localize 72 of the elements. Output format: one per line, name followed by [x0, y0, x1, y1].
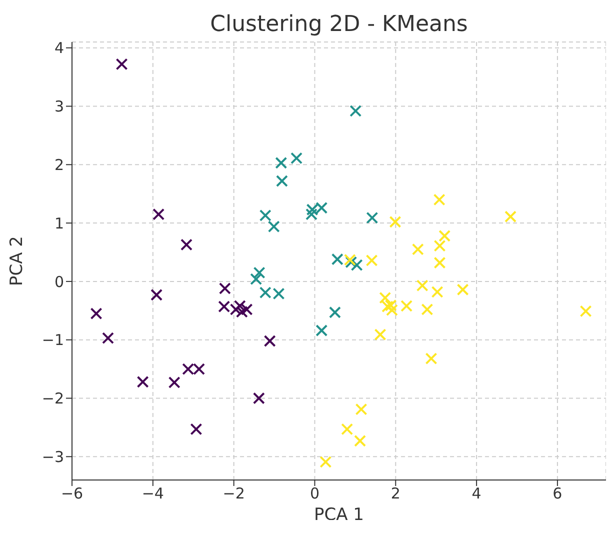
point: [180, 238, 192, 251]
point: [434, 240, 446, 252]
y-tick-label: 4: [54, 39, 64, 58]
x-tick-label: 6: [552, 484, 562, 503]
point: [328, 306, 341, 318]
point: [136, 376, 149, 388]
y-tick-label: −1: [42, 331, 64, 350]
point: [425, 352, 438, 365]
point: [234, 300, 246, 312]
point: [504, 210, 517, 223]
point: [276, 174, 288, 187]
point: [416, 280, 428, 292]
point: [331, 253, 344, 266]
point: [456, 284, 469, 296]
point: [580, 305, 592, 318]
point: [236, 306, 248, 318]
y-tick-label: 2: [54, 156, 64, 174]
point: [218, 282, 231, 294]
x-tick-label: 2: [390, 484, 400, 503]
y-tick-label: 0: [54, 272, 64, 291]
point: [168, 376, 180, 388]
point: [350, 104, 362, 117]
point: [345, 256, 358, 268]
point: [354, 434, 366, 447]
point: [102, 332, 114, 344]
point: [386, 304, 398, 316]
point: [290, 152, 303, 164]
point: [152, 208, 165, 220]
point: [366, 212, 378, 224]
x-tick-label: −2: [222, 484, 245, 503]
point: [316, 324, 328, 336]
x-tick-label: 0: [310, 484, 320, 503]
y-tick-label: −2: [42, 390, 64, 408]
point: [431, 286, 444, 298]
point: [438, 230, 451, 242]
point: [389, 216, 402, 228]
point: [350, 259, 363, 272]
point: [382, 300, 394, 313]
point: [275, 156, 288, 169]
point: [268, 220, 280, 233]
point: [320, 456, 332, 468]
y-tick-label: 1: [54, 214, 64, 232]
point: [90, 308, 102, 320]
point: [412, 243, 424, 256]
y-axis-title: PCA 2: [7, 236, 28, 286]
y-tick-label: 3: [54, 98, 64, 116]
point: [379, 292, 392, 304]
point: [384, 299, 397, 312]
point: [116, 58, 128, 70]
point: [344, 254, 356, 266]
point: [253, 266, 266, 279]
y-tick-label: −3: [42, 448, 64, 466]
point: [259, 209, 272, 222]
chart-title: Clustering 2D - KMeans: [209, 12, 469, 37]
point: [305, 208, 318, 220]
point: [421, 303, 434, 316]
point: [150, 288, 163, 301]
point: [264, 335, 276, 348]
point: [250, 273, 262, 286]
point: [341, 423, 354, 436]
x-tick-label: −6: [60, 484, 84, 503]
point: [190, 423, 202, 436]
x-axis-title: PCA 1: [314, 505, 364, 525]
point: [434, 256, 446, 269]
x-tick-label: −4: [142, 484, 164, 503]
x-tick-label: 4: [472, 484, 482, 503]
point: [400, 300, 413, 312]
point: [366, 254, 378, 266]
point: [252, 392, 265, 404]
point: [355, 403, 368, 416]
point: [433, 194, 446, 206]
point: [374, 328, 386, 341]
